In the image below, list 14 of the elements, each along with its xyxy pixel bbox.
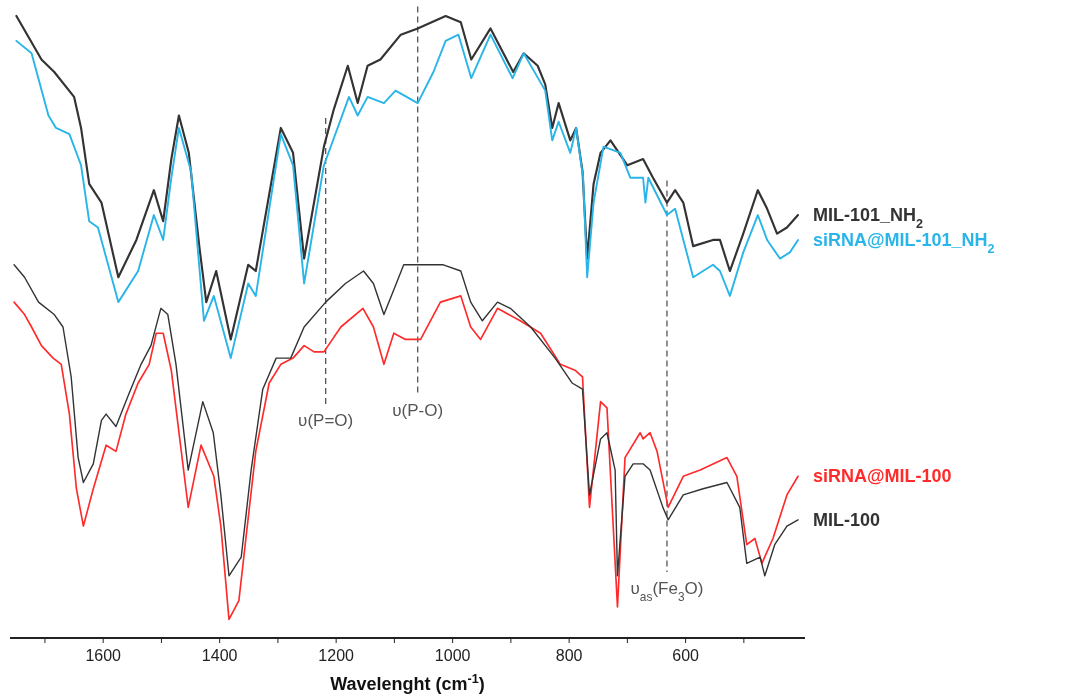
x-tick-label: 600 — [672, 647, 700, 664]
series-label: siRNA@MIL-100 — [813, 466, 952, 487]
x-tick-label: 1600 — [85, 647, 122, 664]
x-tick-label: 1400 — [201, 647, 238, 664]
x-tick-label: 1000 — [434, 647, 471, 664]
ref-line-label: υ$_{as}$(Fe$_{3}$O) — [630, 579, 704, 605]
x-tick-label: 800 — [555, 647, 583, 664]
ref-line-label: υ(P=O) — [298, 411, 354, 431]
x-axis-title: Wavelenght (cm$^{-1}$) — [330, 672, 485, 694]
series-label: MIL-100 — [813, 509, 881, 530]
series-label: siRNA@MIL-101_NH$_{2}$ — [813, 229, 995, 256]
series-label: MIL-101_NH$_{2}$ — [813, 205, 924, 232]
ref-line-label: υ(P-O) — [392, 401, 444, 421]
x-tick-label: 1200 — [318, 647, 355, 664]
